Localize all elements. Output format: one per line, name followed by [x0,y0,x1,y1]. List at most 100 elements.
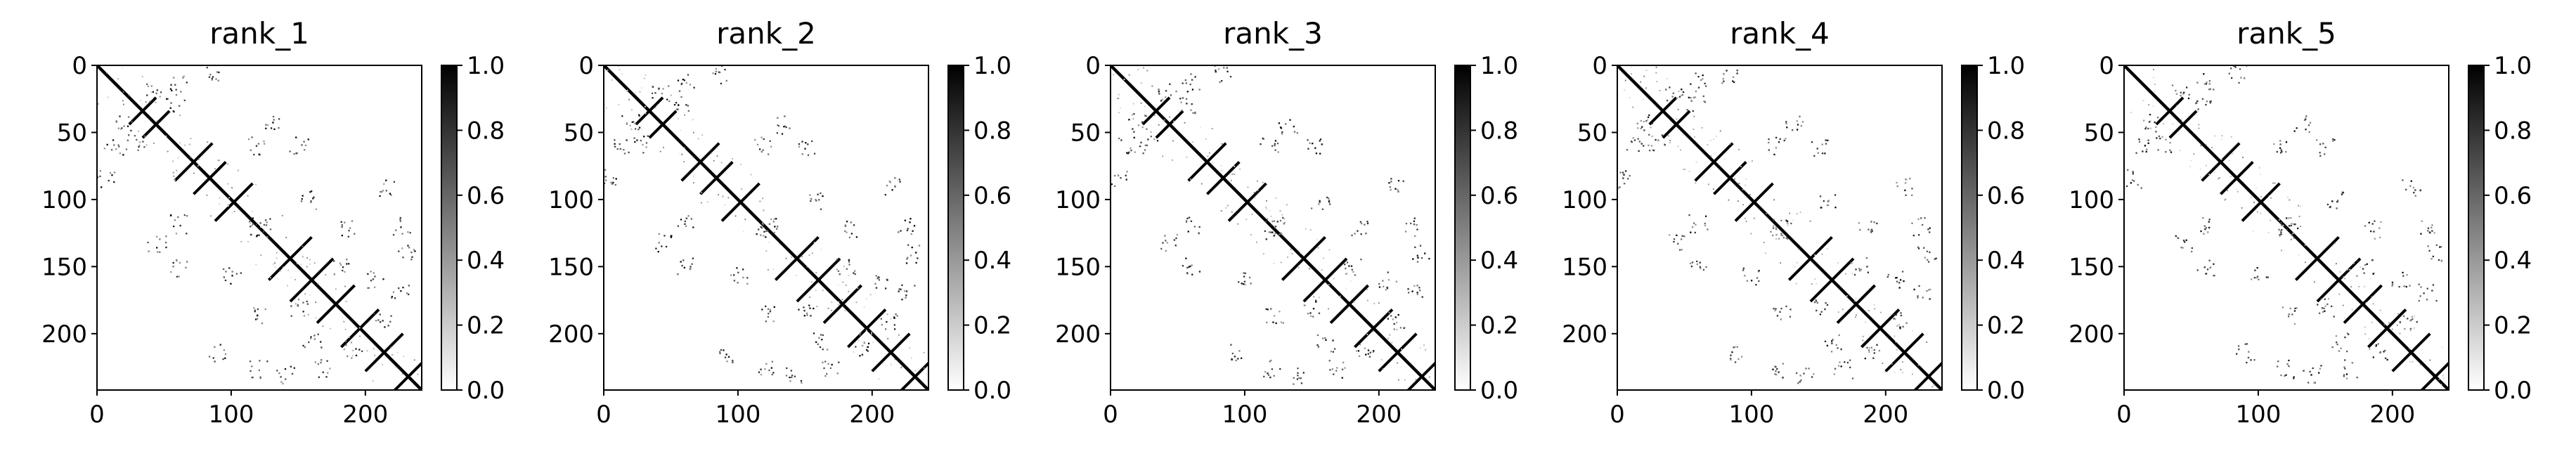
contact-point [621,73,623,74]
x-tick-label: 100 [208,401,254,429]
contact-point [1676,234,1678,237]
antidiagonal-contact [699,161,734,195]
contact-point [886,184,888,187]
contact-point [1368,356,1371,358]
contact-point [1221,79,1223,82]
contact-point [225,271,227,273]
contact-point [1265,238,1267,240]
contact-point [408,285,410,287]
contact-point [1184,122,1186,124]
contact-point [1709,155,1711,157]
contact-point [1651,135,1653,137]
contact-point [604,169,607,171]
contact-point [1690,83,1692,85]
contact-point [628,151,630,154]
contact-point [680,261,682,263]
contact-point [754,138,756,141]
contact-point [1876,222,1878,225]
contact-point [1198,89,1200,91]
contact-point [1332,351,1335,353]
contact-point [1365,233,1367,235]
contact-point [1917,234,1920,236]
contact-point [1317,247,1319,249]
contact-point [786,367,788,370]
contact-point [1189,265,1191,268]
contact-point [1235,359,1237,362]
contact-point [2213,171,2215,174]
contact-point [345,300,347,302]
contact-point [2440,384,2442,386]
contact-point [173,175,175,177]
contact-point [258,153,260,155]
contact-point [153,143,155,144]
contact-point [901,299,903,301]
contact-point [886,279,888,281]
contact-point [779,243,781,245]
contact-point [1282,216,1284,219]
contact-point [1733,81,1735,84]
contact-point [605,179,607,181]
contact-point [844,225,846,227]
contact-point [123,125,125,127]
contact-point [287,269,290,271]
contact-point [110,149,113,151]
contact-point [408,293,410,296]
contact-point [1787,222,1789,225]
contact-point [761,222,764,225]
contact-point [1876,344,1878,346]
contact-point [248,221,251,223]
contact-point [894,358,896,361]
contact-point [724,68,726,71]
contact-point [737,271,739,273]
contact-point [1208,152,1210,154]
contact-point [2287,316,2290,318]
contact-point [909,347,911,349]
contact-point [759,200,761,202]
contact-point [1785,305,1787,308]
contact-point [886,320,888,323]
contact-point [2144,128,2147,130]
contact-point [1722,77,1724,80]
contact-point [789,380,791,382]
chart-title: rank_3 [1223,16,1323,51]
main-diagonal [604,65,928,390]
antidiagonal-contact [193,161,227,195]
contact-point [2170,151,2173,153]
contact-point [2410,180,2412,182]
contact-point [1289,119,1291,121]
contact-point [1359,221,1362,223]
contact-point [344,221,346,223]
contact-point [1243,272,1245,274]
contact-point [1256,241,1257,243]
contact-point [1285,123,1287,125]
contact-point [614,143,616,145]
contact-point [626,139,628,141]
contact-point [301,144,303,146]
contact-point [1924,217,1926,219]
contact-point [1773,225,1775,227]
contact-point [315,317,317,319]
contact-point [1387,318,1390,320]
contact-point [713,160,715,162]
contact-point [645,105,646,108]
contact-point [1773,308,1775,310]
contact-point [1622,177,1624,179]
contact-point [155,92,157,95]
contact-point [1140,82,1142,84]
contact-point [2225,198,2227,200]
contact-point [198,164,199,167]
x-tick-label: 0 [89,401,105,429]
contact-point [872,342,874,344]
contact-point [1248,276,1251,279]
contact-point [1673,240,1675,243]
contact-point [184,144,186,146]
contact-point [1900,314,1903,317]
contact-point [692,182,694,184]
contact-point [107,96,109,98]
contact-point [900,288,902,290]
contact-point [1165,240,1167,242]
contact-point [614,139,616,141]
contact-point [2327,298,2329,300]
contact-point [1778,371,1780,373]
contact-point [344,340,347,342]
